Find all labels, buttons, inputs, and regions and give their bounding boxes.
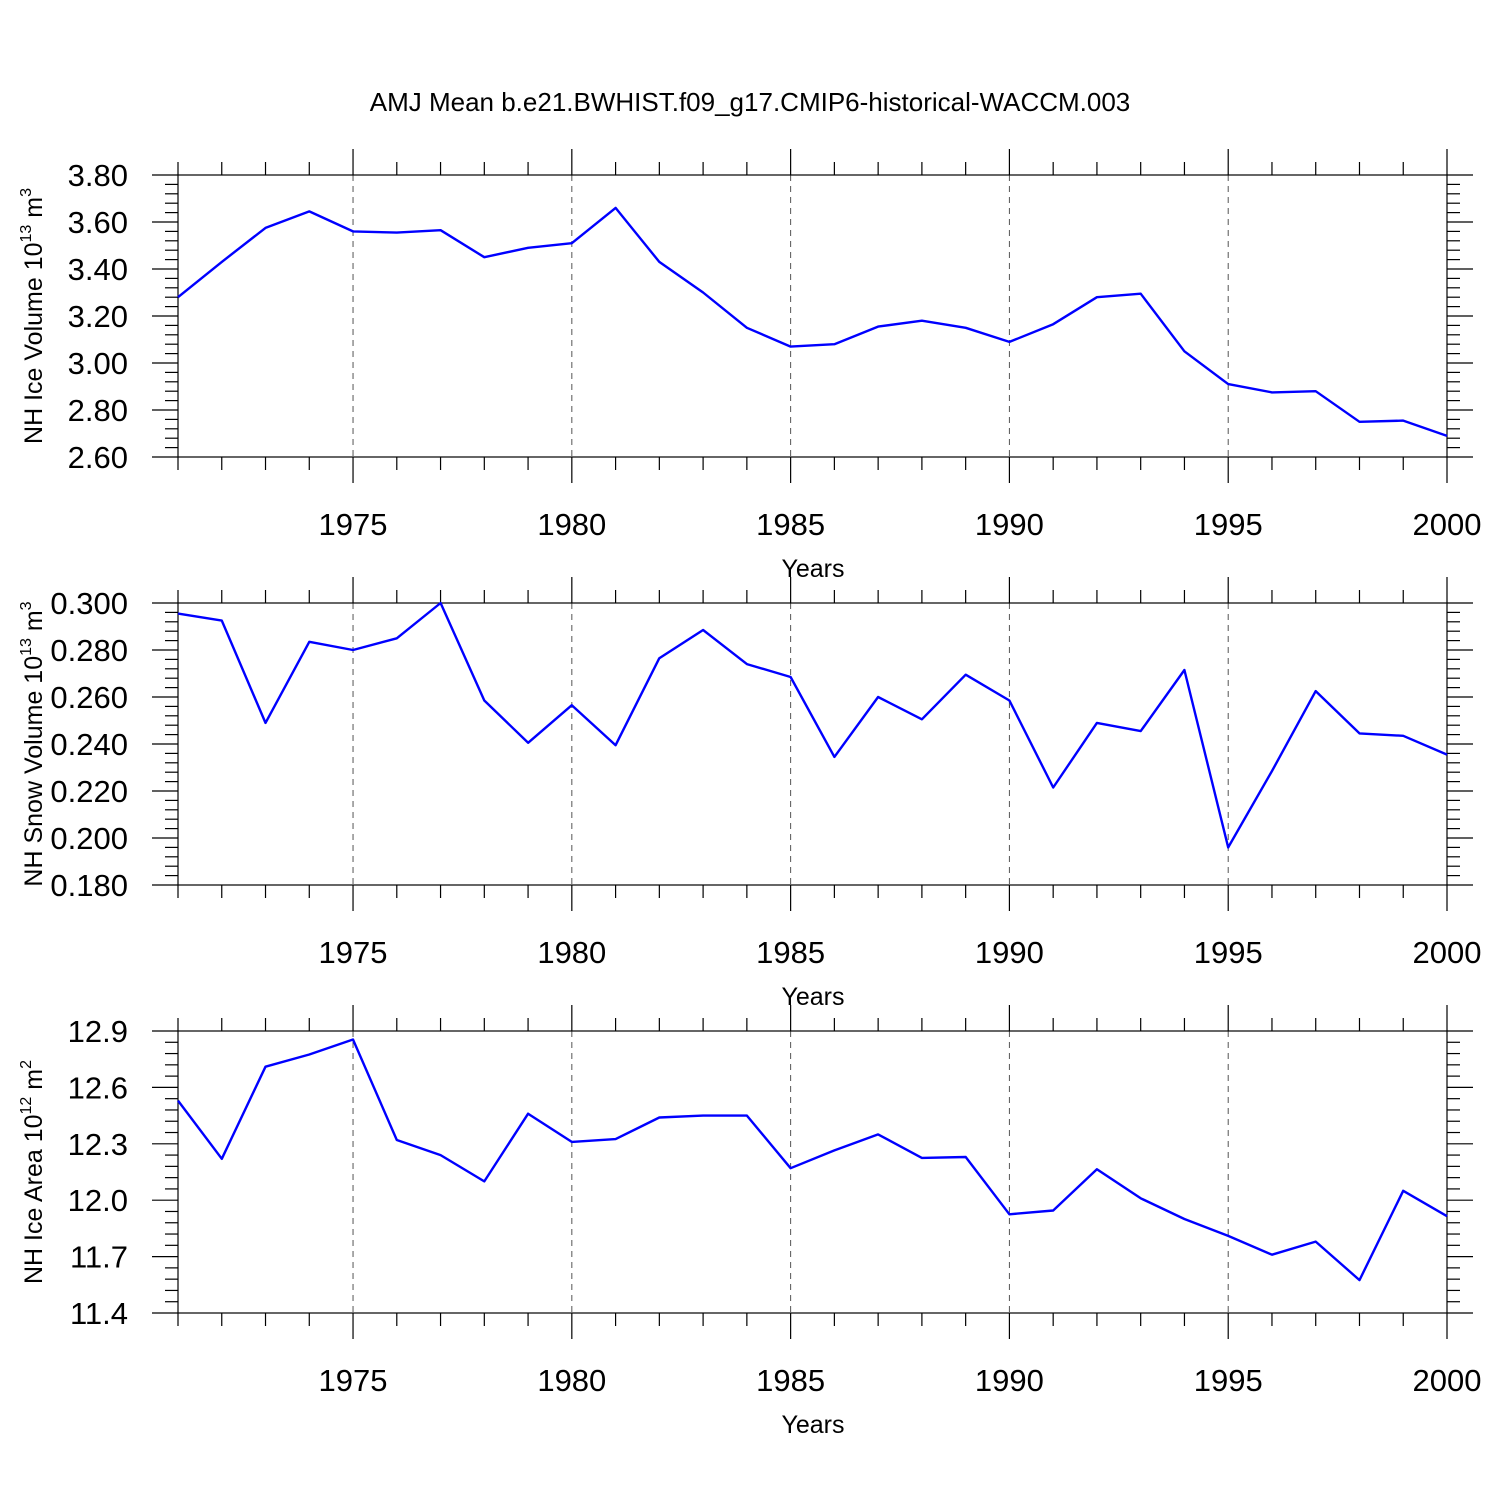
x-tick-label: 1980 xyxy=(537,1363,606,1398)
x-tick-label: 1995 xyxy=(1194,935,1263,970)
y-axis-label: NH Ice Volume 1013 m3 xyxy=(18,188,48,444)
y-tick-label: 0.240 xyxy=(50,727,128,762)
y-tick-label: 12.3 xyxy=(68,1127,128,1162)
x-tick-label: 1980 xyxy=(537,935,606,970)
y-tick-label: 3.80 xyxy=(68,158,128,193)
y-tick-label: 3.60 xyxy=(68,205,128,240)
chart-panel-1: 2.60 2.80 3.00 3.20 3.40 3.60 3.80 1975 1980 1985… xyxy=(18,149,1481,583)
y-tick-label: 3.00 xyxy=(68,346,128,381)
figure-title: AMJ Mean b.e21.BWHIST.f09_g17.CMIP6-hist… xyxy=(370,87,1131,117)
y-tick-label: 0.200 xyxy=(50,821,128,856)
x-tick-label: 1985 xyxy=(756,1363,825,1398)
x-tick-label: 1985 xyxy=(756,507,825,542)
x-tick-label: 2000 xyxy=(1413,1363,1482,1398)
x-tick-label: 1995 xyxy=(1194,507,1263,542)
series-line xyxy=(177,601,1448,849)
x-tick-label: 2000 xyxy=(1413,935,1482,970)
y-tick-label: 11.7 xyxy=(70,1240,128,1275)
y-tick-label: 12.0 xyxy=(68,1183,128,1218)
x-axis-label: Years xyxy=(781,983,844,1011)
x-tick-label: 1990 xyxy=(975,935,1044,970)
y-tick-label: 3.40 xyxy=(68,252,128,287)
y-tick-label: 2.80 xyxy=(68,393,128,428)
x-tick-label: 1990 xyxy=(975,507,1044,542)
x-tick-label: 1980 xyxy=(537,507,606,542)
x-tick-label: 1975 xyxy=(319,507,388,542)
y-tick-label: 0.180 xyxy=(50,868,128,903)
y-tick-label: 0.220 xyxy=(50,774,128,809)
x-axis-label: Years xyxy=(781,1411,844,1439)
x-tick-label: 1975 xyxy=(319,935,388,970)
x-tick-label: 1985 xyxy=(756,935,825,970)
y-axis-label: NH Snow Volume 1013 m3 xyxy=(18,601,48,886)
y-tick-label: 0.280 xyxy=(50,633,128,668)
x-tick-label: 1975 xyxy=(319,1363,388,1398)
y-axis-label: NH Ice Area 1012 m2 xyxy=(18,1060,48,1284)
y-tick-label: 12.6 xyxy=(68,1070,128,1105)
chart-panel-3: 11.4 11.7 12.0 12.3 12.6 12.9 1975 1980 1985 1990… xyxy=(18,1005,1481,1439)
y-tick-label: 0.260 xyxy=(50,680,128,715)
x-tick-label: 2000 xyxy=(1413,507,1482,542)
plot-frame xyxy=(177,1030,1448,1314)
y-tick-label: 3.20 xyxy=(68,299,128,334)
y-tick-label: 11.4 xyxy=(70,1296,128,1331)
x-tick-label: 1990 xyxy=(975,1363,1044,1398)
chart-panel-2: 0.180 0.200 0.220 0.240 0.260 0.280 0.300 1975 1… xyxy=(18,577,1481,1011)
y-tick-label: 2.60 xyxy=(68,440,128,475)
x-tick-label: 1995 xyxy=(1194,1363,1263,1398)
series-line xyxy=(177,206,1448,438)
x-axis-label: Years xyxy=(781,555,844,583)
series-line xyxy=(177,1038,1448,1282)
plot-frame xyxy=(177,174,1448,458)
y-tick-label: 12.9 xyxy=(68,1014,128,1049)
y-tick-label: 0.300 xyxy=(50,586,128,621)
